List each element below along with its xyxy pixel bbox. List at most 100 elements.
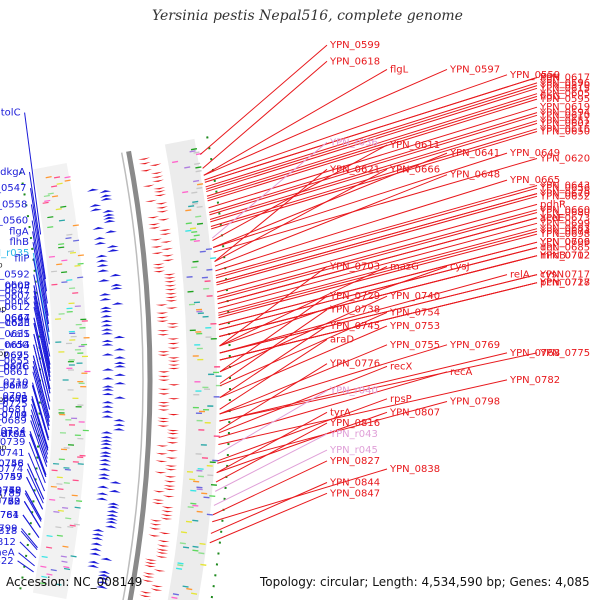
reverse-gene-arrow xyxy=(106,510,119,514)
outer-cog-block xyxy=(193,393,200,396)
gene-label: flgA xyxy=(9,226,29,237)
reverse-gene-arrow xyxy=(96,492,109,496)
inner-cog-block xyxy=(74,264,81,267)
gene-label: dksA xyxy=(2,429,26,440)
outer-cog-block xyxy=(172,593,179,596)
gene-connector-line xyxy=(28,171,46,280)
reverse-gene-arrow xyxy=(106,514,119,517)
gene-label: YPN_0729 xyxy=(329,291,380,302)
outer-cog-block xyxy=(192,519,199,522)
gene-connector-line xyxy=(24,493,42,522)
outer-cog-block xyxy=(191,191,198,194)
gene-label: YPN_0661 xyxy=(0,367,29,378)
inner-cog-block xyxy=(55,208,62,211)
inner-cog-block xyxy=(48,255,55,258)
forward-gene-arrow xyxy=(151,584,163,588)
inner-cog-block xyxy=(69,339,76,341)
gene-label: nrdG xyxy=(5,340,29,351)
gene-connector-line xyxy=(217,212,538,300)
gene-label: YPN_0680 xyxy=(539,208,590,219)
outer-cog-block xyxy=(197,312,204,315)
inner-cog-block xyxy=(55,583,62,586)
gene-label: cysJ xyxy=(450,262,470,273)
inner-cog-block xyxy=(58,412,65,414)
forward-gene-arrow xyxy=(157,393,170,395)
forward-gene-arrow xyxy=(148,534,161,537)
inner-cog-block xyxy=(42,201,49,204)
inner-cog-block xyxy=(80,318,87,321)
inner-cog-block xyxy=(72,461,79,463)
inner-cog-block xyxy=(63,467,70,469)
outer-cog-block xyxy=(198,552,205,555)
reverse-gene-arrow xyxy=(89,548,102,552)
reverse-gene-arrow xyxy=(96,581,109,585)
gene-connector-line xyxy=(219,255,538,338)
forward-gene-arrow xyxy=(164,475,177,478)
reverse-gene-arrow xyxy=(99,190,112,194)
gene-connector-line xyxy=(31,404,49,455)
gene-label: YPN_0621 xyxy=(329,164,380,175)
gene-connector-line xyxy=(18,552,35,567)
gene-connector-line xyxy=(210,128,538,227)
gene-label: YPN_0704 xyxy=(0,410,27,421)
outer-cog-block xyxy=(198,410,206,413)
forward-gene-arrow xyxy=(153,490,166,493)
gene-connector-line xyxy=(215,187,538,279)
reverse-gene-arrow xyxy=(94,242,107,245)
inner-cog-block xyxy=(67,444,75,446)
outer-cog-block xyxy=(171,160,179,164)
inner-cog-block xyxy=(69,251,77,254)
outer-cog-block xyxy=(196,332,203,335)
outer-cog-block xyxy=(176,567,183,570)
inner-cog-block xyxy=(55,318,62,320)
gene-label: YPN_0710 xyxy=(0,378,29,389)
outer-cog-block xyxy=(195,453,202,455)
forward-gene-arrow xyxy=(161,254,174,257)
outer-cog-block xyxy=(206,268,213,271)
reverse-gene-arrow xyxy=(107,249,120,253)
inner-cog-block xyxy=(65,237,72,240)
reverse-gene-arrow xyxy=(98,468,111,471)
outer-cog-block xyxy=(203,496,210,499)
forward-gene-arrow xyxy=(163,273,176,276)
gene-label: YPN_0740 xyxy=(389,291,440,302)
inner-cog-block xyxy=(60,555,67,558)
gene-connector-line xyxy=(214,174,448,267)
gene-label: YPN_0547 xyxy=(0,183,27,194)
gene-label: coaE xyxy=(6,318,30,329)
inner-cog-block xyxy=(65,517,72,520)
forward-gene-arrow xyxy=(157,409,170,411)
inner-cog-block xyxy=(52,195,59,198)
forward-gene-arrow xyxy=(156,551,169,554)
forward-gene-arrow xyxy=(152,179,164,182)
inner-cog-block xyxy=(46,573,53,576)
inner-cog-block xyxy=(72,292,79,294)
inner-cog-block xyxy=(73,239,80,242)
gene-label: cysN xyxy=(540,270,564,281)
gene-label: YPN_0651 xyxy=(539,116,590,127)
forward-gene-arrow xyxy=(152,266,165,269)
outer-cog-block xyxy=(194,381,201,383)
inner-cog-block xyxy=(63,567,71,571)
gene-connector-line xyxy=(219,352,538,422)
gene-label: YPN_0644 xyxy=(0,313,30,324)
outer-cog-block xyxy=(196,419,203,422)
reverse-gene-arrow xyxy=(113,356,126,359)
gene-label: YPN_0798 xyxy=(449,397,500,408)
outer-cog-block xyxy=(192,200,199,204)
gene-connector-line xyxy=(33,290,51,369)
outer-cog-block xyxy=(195,308,203,311)
gene-connector-line xyxy=(210,122,538,223)
gene-label: YPN_0717 xyxy=(539,270,590,281)
reverse-gene-arrow xyxy=(107,505,120,509)
reverse-gene-arrow xyxy=(100,328,113,331)
reverse-gene-arrow xyxy=(99,451,112,454)
gene-label: YPN_0838 xyxy=(389,464,440,475)
inner-cog-block xyxy=(47,216,54,219)
outer-cog-block xyxy=(180,531,187,534)
gene-label: YPN_0738 xyxy=(329,305,380,316)
gene-label: YPN_0618 xyxy=(329,56,380,67)
outer-cog-block xyxy=(186,470,194,473)
inner-cog-block xyxy=(51,185,58,188)
